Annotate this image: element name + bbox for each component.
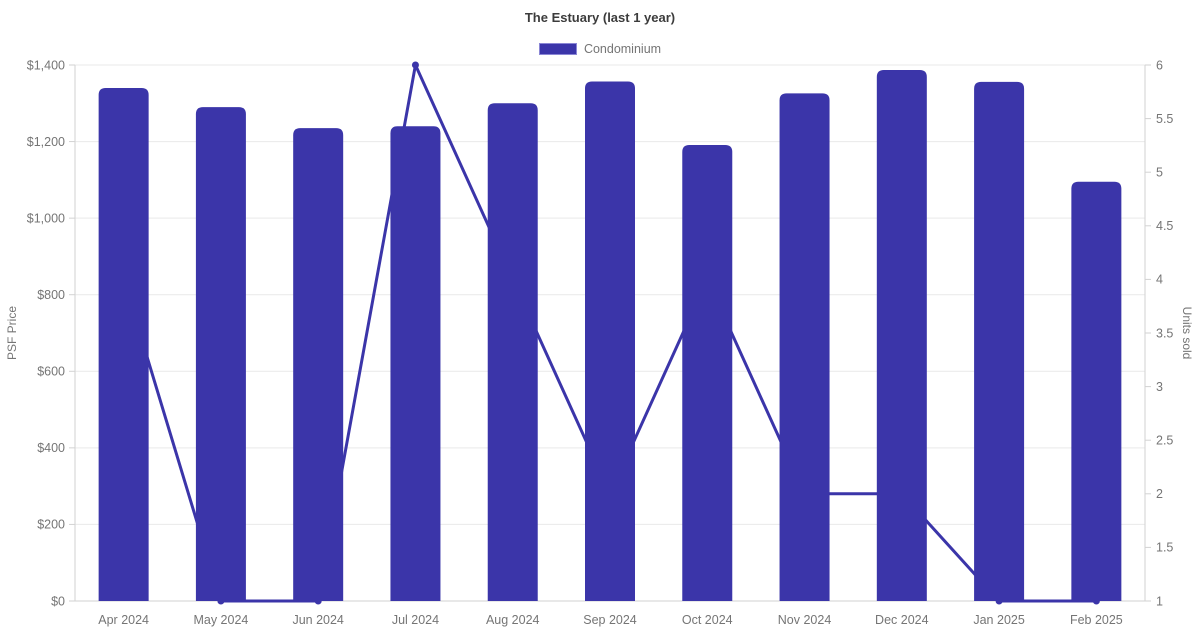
legend: Condominium	[0, 42, 1200, 56]
x-tick-label: Dec 2024	[875, 613, 929, 627]
x-tick-label: Aug 2024	[486, 613, 540, 627]
bar-jan-2025[interactable]	[974, 81, 1025, 602]
x-tick-label: Nov 2024	[778, 613, 832, 627]
y-tick-label-right: 4	[1156, 273, 1163, 287]
y-tick-label-left: $800	[37, 288, 65, 302]
x-tick-label: Oct 2024	[682, 613, 733, 627]
y-tick-label-left: $1,200	[27, 135, 65, 149]
x-tick-label: Feb 2025	[1070, 613, 1123, 627]
y-tick-label-left: $400	[37, 441, 65, 455]
chart-title: The Estuary (last 1 year)	[524, 10, 676, 25]
y-tick-label-right: 2	[1156, 487, 1163, 501]
y-tick-label-right: 1	[1156, 594, 1163, 608]
y-tick-label-right: 6	[1156, 58, 1163, 72]
y-tick-label-right: 2.5	[1156, 434, 1173, 448]
legend-item-condominium[interactable]: Condominium	[538, 42, 662, 56]
bar-oct-2024[interactable]	[682, 145, 733, 601]
legend-swatch-icon	[538, 43, 577, 55]
y-tick-label-left: $200	[37, 518, 65, 532]
x-tick-label: Jul 2024	[392, 613, 439, 627]
bar-jun-2024[interactable]	[293, 128, 344, 601]
x-tick-label: May 2024	[193, 613, 248, 627]
y-tick-label-left: $600	[37, 365, 65, 379]
y-tick-label-left: $1,000	[27, 211, 65, 225]
y-tick-label-left: $1,400	[27, 58, 65, 72]
bar-feb-2025[interactable]	[1071, 181, 1122, 601]
y-tick-label-right: 3	[1156, 380, 1163, 394]
line-point-jul-2024[interactable]	[411, 61, 419, 69]
y-tick-label-right: 1.5	[1156, 541, 1173, 555]
y-tick-label-right: 5.5	[1156, 112, 1173, 126]
x-tick-label: Sep 2024	[583, 613, 637, 627]
legend-label: Condominium	[583, 42, 662, 56]
bar-sep-2024[interactable]	[585, 81, 635, 601]
bar-dec-2024[interactable]	[876, 69, 927, 601]
x-tick-label: Jun 2024	[292, 613, 343, 627]
y-tick-label-right: 5	[1156, 166, 1163, 180]
bar-jul-2024[interactable]	[390, 126, 441, 601]
x-tick-label: Apr 2024	[98, 613, 149, 627]
y-tick-label-right: 4.5	[1156, 219, 1173, 233]
bar-nov-2024[interactable]	[779, 93, 830, 602]
y-tick-label-right: 3.5	[1156, 326, 1173, 340]
bar-apr-2024[interactable]	[98, 87, 149, 601]
bar-aug-2024[interactable]	[487, 103, 538, 602]
y-tick-label-left: $0	[51, 594, 65, 608]
x-tick-label: Jan 2025	[973, 613, 1024, 627]
bar-may-2024[interactable]	[195, 107, 246, 601]
